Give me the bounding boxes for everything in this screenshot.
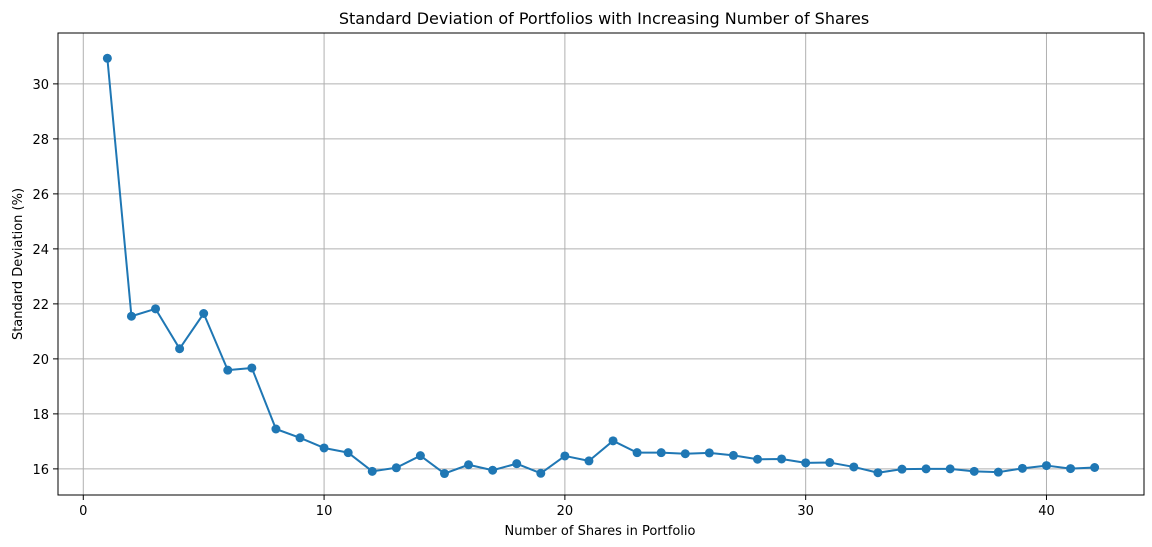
data-point	[464, 460, 474, 470]
x-tick-label: 0	[79, 504, 87, 519]
data-point	[488, 465, 498, 475]
data-point	[391, 463, 401, 473]
data-point	[102, 53, 112, 63]
data-point	[993, 467, 1003, 477]
axes-frame	[57, 32, 1145, 496]
data-point	[319, 443, 329, 453]
data-point	[1041, 461, 1051, 471]
y-tick-label: 16	[32, 463, 49, 478]
data-point	[704, 448, 714, 458]
data-point	[560, 451, 570, 461]
data-point	[825, 458, 835, 468]
y-tick-label: 18	[32, 408, 49, 423]
data-point	[921, 464, 931, 474]
data-point	[295, 433, 305, 443]
y-tick-label: 26	[32, 188, 49, 203]
data-point	[151, 304, 161, 314]
data-series	[102, 53, 1100, 479]
y-tick-label: 20	[32, 353, 49, 368]
data-point	[584, 456, 594, 466]
x-tick-label: 30	[797, 504, 814, 519]
x-tick-label: 40	[1038, 504, 1055, 519]
data-point	[536, 468, 546, 478]
data-point	[753, 454, 763, 464]
y-axis-ticks: 16 18 20 22 24 26 28 30	[32, 78, 58, 478]
data-point	[271, 424, 281, 434]
y-tick-label: 22	[32, 298, 49, 313]
data-point	[945, 464, 955, 474]
data-point	[728, 450, 738, 460]
y-tick-label: 30	[32, 78, 49, 93]
data-point	[656, 448, 666, 458]
x-tick-label: 20	[557, 504, 574, 519]
data-point	[632, 448, 642, 458]
chart-title: Standard Deviation of Portfolios with In…	[339, 9, 869, 28]
y-tick-label: 24	[32, 243, 49, 258]
data-point	[175, 344, 185, 354]
data-point	[223, 365, 233, 375]
y-tick-label: 28	[32, 133, 49, 148]
data-point	[1017, 463, 1027, 473]
data-point	[439, 469, 449, 479]
data-point	[367, 466, 377, 476]
series-line	[106, 58, 1095, 475]
x-axis-label: Number of Shares in Portfolio	[505, 524, 696, 539]
x-tick-label: 10	[316, 504, 333, 519]
data-point	[680, 449, 690, 459]
data-point	[849, 462, 859, 472]
data-point	[608, 436, 618, 446]
data-point	[512, 459, 522, 469]
data-point	[777, 454, 787, 464]
data-point	[126, 311, 136, 321]
data-point	[247, 363, 257, 373]
data-point	[343, 448, 353, 458]
data-point	[897, 464, 907, 474]
data-point	[969, 466, 979, 476]
x-axis-ticks: 0 10 20 30 40	[79, 495, 1055, 519]
data-point	[415, 451, 425, 461]
plot-frame	[57, 32, 1145, 496]
data-point	[873, 468, 883, 478]
y-axis-label: Standard Deviation (%)	[11, 188, 26, 340]
data-point	[801, 458, 811, 468]
grid	[58, 33, 1144, 495]
data-point	[1066, 464, 1076, 474]
data-point	[199, 309, 209, 318]
data-point	[1090, 463, 1100, 472]
